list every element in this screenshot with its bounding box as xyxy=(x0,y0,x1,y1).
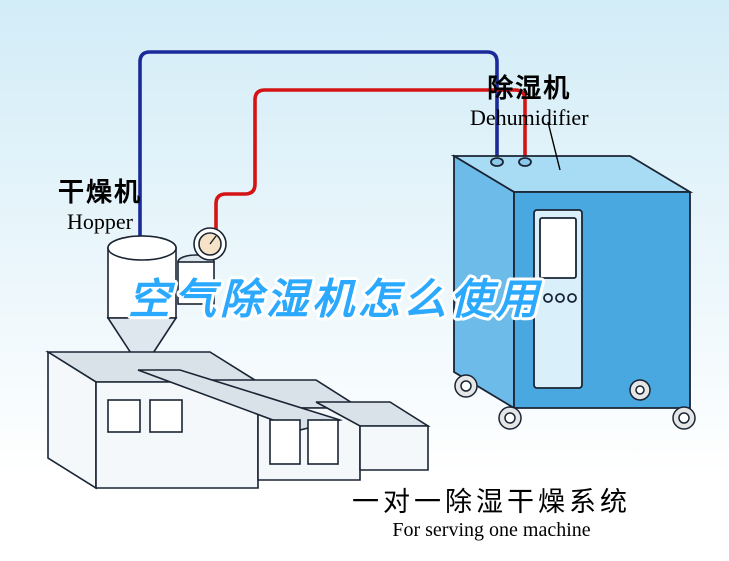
hopper-label: 干燥机 Hopper xyxy=(58,172,142,235)
dehumidifier-label: 除湿机 Dehumidifier xyxy=(470,68,589,131)
system-caption-zh: 一对一除湿干燥系统 xyxy=(352,480,631,519)
system-caption: 一对一除湿干燥系统 For serving one machine xyxy=(352,480,631,542)
hopper-label-zh: 干燥机 xyxy=(58,172,142,209)
hopper-label-en: Hopper xyxy=(58,209,142,235)
system-caption-en: For serving one machine xyxy=(352,519,631,542)
overlay-banner-text: 空气除湿机怎么使用 xyxy=(128,276,543,323)
dehumidifier-label-en: Dehumidifier xyxy=(470,105,589,131)
dehumidifier-label-zh: 除湿机 xyxy=(470,68,589,105)
diagram-canvas: 空气除湿机怎么使用 xyxy=(0,0,729,561)
